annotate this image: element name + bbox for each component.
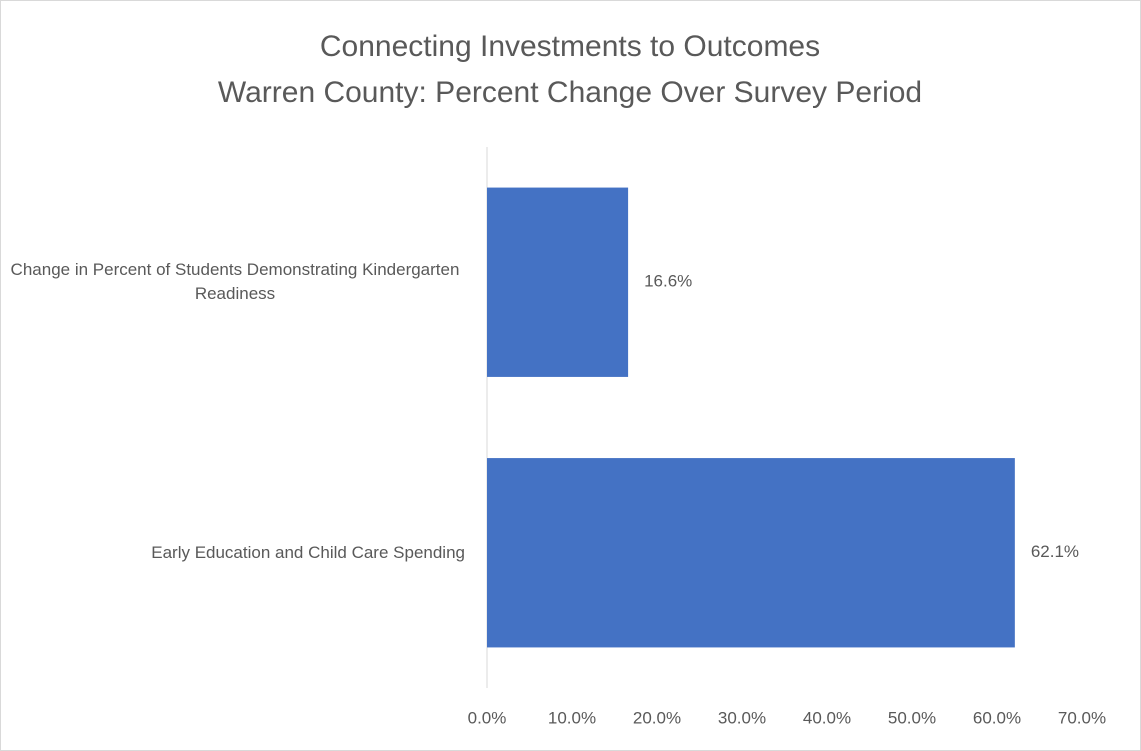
bar — [487, 187, 629, 377]
x-tick-label: 10.0% — [548, 708, 596, 727]
y-tick-label: Change in Percent of Students Demonstrat… — [10, 260, 460, 304]
y-tick-label-box: Change in Percent of Students Demonstrat… — [5, 258, 465, 306]
x-tick-label: 50.0% — [888, 708, 936, 727]
chart-title: Warren County: Percent Change Over Surve… — [218, 76, 922, 109]
x-tick-label: 0.0% — [468, 708, 507, 727]
bar — [487, 458, 1015, 648]
x-tick-label: 70.0% — [1058, 708, 1106, 727]
y-tick-label: Early Education and Child Care Spending — [151, 542, 465, 562]
x-tick-label: 20.0% — [633, 708, 681, 727]
x-tick-label: 30.0% — [718, 708, 766, 727]
data-label: 62.1% — [1031, 542, 1079, 561]
chart-title: Connecting Investments to Outcomes — [320, 30, 820, 63]
data-label: 16.6% — [644, 272, 692, 291]
y-tick-label-box: Early Education and Child Care Spending — [5, 541, 465, 565]
x-tick-label: 40.0% — [803, 708, 851, 727]
x-tick-label: 60.0% — [973, 708, 1021, 727]
